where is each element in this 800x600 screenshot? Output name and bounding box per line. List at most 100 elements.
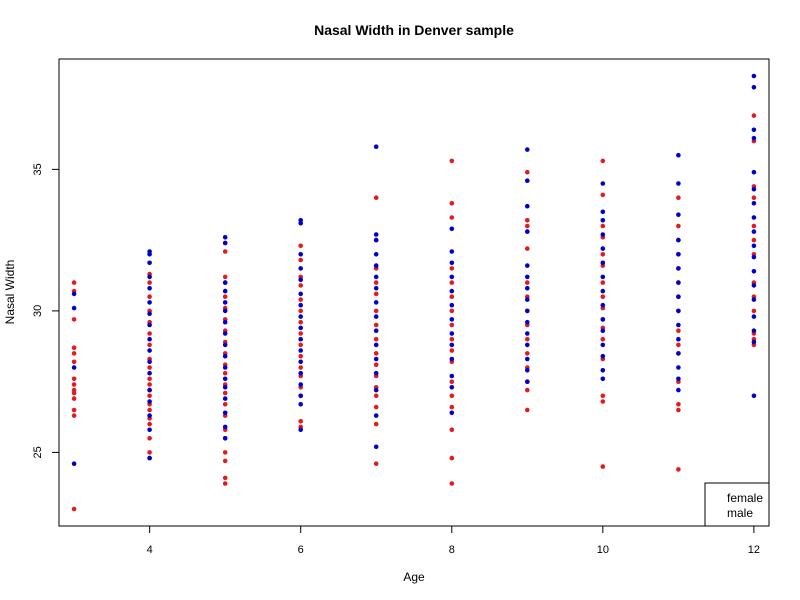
- male-point: [373, 356, 379, 362]
- chart-title: Nasal Width in Denver sample: [314, 22, 514, 38]
- female-point: [373, 461, 379, 467]
- male-point: [373, 444, 379, 450]
- data-points: [71, 73, 757, 512]
- male-point: [147, 249, 152, 254]
- y-axis-label: Nasal Width: [3, 260, 17, 325]
- male-point: [751, 297, 757, 302]
- male-point: [751, 186, 757, 192]
- male-point: [373, 237, 379, 243]
- male-point: [298, 359, 304, 365]
- male-point: [298, 427, 304, 433]
- female-point: [600, 252, 606, 257]
- male-point: [751, 201, 757, 206]
- female-point: [525, 336, 530, 342]
- male-point: [298, 370, 304, 376]
- female-point: [751, 237, 757, 243]
- female-point: [147, 342, 152, 348]
- male-point: [298, 336, 304, 342]
- male-point: [525, 356, 530, 362]
- male-point: [373, 370, 379, 376]
- male-point: [298, 252, 304, 257]
- male-point: [751, 283, 757, 288]
- female-point: [600, 294, 606, 300]
- female-point: [222, 481, 228, 486]
- female-point: [222, 249, 228, 254]
- male-point: [373, 286, 379, 291]
- male-point: [751, 215, 757, 220]
- female-point: [71, 506, 77, 512]
- female-point: [147, 280, 152, 285]
- female-point: [751, 308, 757, 314]
- series-male: [71, 73, 757, 467]
- female-point: [751, 113, 757, 118]
- male-point: [600, 218, 606, 223]
- female-point: [373, 362, 379, 368]
- y-tick-label: 35: [32, 163, 44, 175]
- female-point: [600, 280, 606, 285]
- female-point: [449, 336, 455, 342]
- female-point: [71, 280, 77, 285]
- female-point: [676, 407, 681, 413]
- female-point: [71, 382, 77, 387]
- male-point: [298, 218, 304, 223]
- male-point: [449, 260, 455, 266]
- female-point: [373, 404, 379, 410]
- female-point: [676, 467, 681, 472]
- female-point: [222, 458, 228, 464]
- male-point: [298, 277, 304, 283]
- female-point: [525, 246, 530, 251]
- female-point: [298, 308, 304, 314]
- male-point: [147, 387, 152, 393]
- female-point: [71, 387, 77, 393]
- male-point: [298, 382, 304, 387]
- male-point: [71, 461, 77, 467]
- male-point: [222, 331, 228, 336]
- male-point: [676, 152, 681, 158]
- male-point: [600, 288, 606, 294]
- male-point: [525, 263, 530, 268]
- male-point: [222, 300, 228, 305]
- x-tick-label: 4: [147, 544, 153, 556]
- y-axis: 25 30 35: [32, 163, 60, 459]
- male-point: [373, 252, 379, 257]
- male-point: [222, 376, 228, 382]
- male-point: [373, 387, 379, 393]
- male-point: [222, 235, 228, 240]
- female-point: [525, 387, 530, 393]
- female-point: [147, 407, 152, 413]
- female-point: [449, 308, 455, 314]
- male-point: [147, 336, 152, 342]
- female-point: [449, 379, 455, 385]
- x-tick-label: 8: [449, 544, 455, 556]
- female-point: [449, 427, 455, 433]
- male-point: [525, 342, 530, 348]
- female-point: [449, 348, 455, 353]
- female-point: [298, 297, 304, 302]
- male-point: [525, 297, 530, 302]
- female-point: [147, 365, 152, 370]
- female-point: [222, 274, 228, 280]
- male-point: [676, 336, 681, 342]
- female-point: [71, 413, 77, 418]
- female-point: [71, 351, 77, 356]
- male-point: [525, 368, 530, 373]
- male-point: [147, 359, 152, 365]
- male-point: [600, 274, 606, 280]
- female-point: [676, 328, 681, 334]
- female-point: [298, 365, 304, 370]
- male-point: [147, 348, 152, 353]
- male-point: [449, 342, 455, 348]
- male-point: [449, 274, 455, 280]
- female-point: [600, 158, 606, 164]
- male-point: [222, 342, 228, 348]
- y-tick-label: 25: [32, 446, 44, 458]
- male-point: [147, 322, 152, 328]
- male-point: [373, 232, 379, 237]
- male-point: [71, 291, 77, 297]
- male-point: [751, 269, 757, 274]
- female-point: [600, 399, 606, 404]
- female-point: [449, 404, 455, 410]
- male-point: [600, 368, 606, 373]
- male-point: [676, 252, 681, 257]
- male-point: [676, 212, 681, 217]
